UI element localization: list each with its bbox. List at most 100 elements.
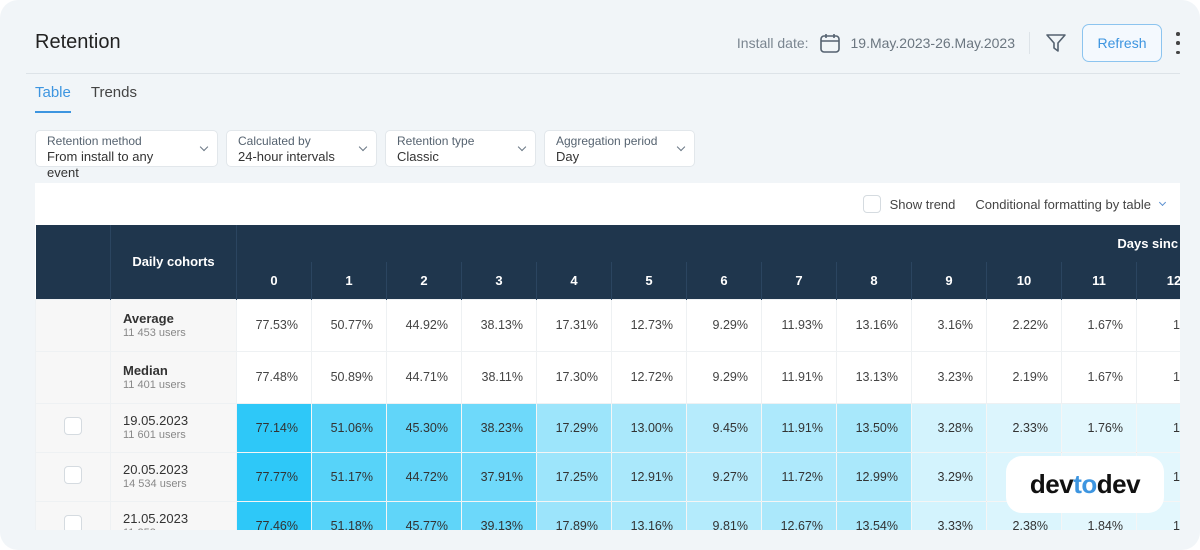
- retention-value-cell: 9.29%: [686, 350, 762, 404]
- retention-value-cell: 37.91%: [461, 451, 537, 502]
- retention-value-cell: 11.93%: [761, 298, 837, 352]
- day-column-header[interactable]: 11: [1061, 262, 1137, 299]
- retention-value-cell: 12.72%: [611, 350, 687, 404]
- row-checkbox[interactable]: [64, 515, 82, 530]
- cohort-name: Median: [123, 362, 168, 378]
- retention-value-cell: 3.29%: [911, 451, 987, 502]
- cohort-users: 11 253 users: [123, 526, 223, 530]
- date-range-picker[interactable]: 19.May.2023-26.May.2023: [850, 35, 1015, 51]
- day-column-header[interactable]: 8: [836, 262, 912, 299]
- retention-value-cell: 13.13%: [836, 350, 912, 404]
- retention-value-cell: 38.11%: [461, 350, 537, 404]
- more-options-icon[interactable]: [1176, 32, 1180, 54]
- chevron-down-icon: [517, 142, 527, 152]
- page-title: Retention: [35, 31, 121, 53]
- select-label: Calculated by: [238, 134, 311, 148]
- retention-value-cell: 3.28%: [911, 402, 987, 453]
- select-value: From install to any event: [47, 149, 154, 180]
- retention-value-cell: 39.13%: [461, 500, 537, 530]
- retention-value-cell: 9.45%: [686, 402, 762, 453]
- cohort-column-header[interactable]: Daily cohorts: [110, 225, 237, 299]
- days-since-header: Days sinc: [236, 225, 1180, 262]
- retention-value-cell: 17.31%: [536, 298, 612, 352]
- retention-value-cell: 13.54%: [836, 500, 912, 530]
- row-select-cell: [35, 451, 111, 502]
- retention-method-select[interactable]: Retention method From install to any eve…: [35, 130, 218, 180]
- tab-trends[interactable]: Trends: [90, 84, 137, 101]
- day-column-header[interactable]: 10: [986, 262, 1062, 299]
- retention-value-cell: 77.77%: [236, 451, 312, 502]
- retention-value-cell: 1.2: [1135, 350, 1180, 404]
- retention-value-cell: 13.16%: [836, 298, 912, 352]
- cohort-name: 21.05.2023: [123, 511, 189, 526]
- cohort-users: 14 534 users: [123, 478, 187, 490]
- cohort-row: 20.05.2023 14 534 users 77.77% 51.17% 44.72%…: [35, 451, 1180, 502]
- retention-value-cell: 1.67%: [1061, 350, 1137, 404]
- retention-value-cell: 77.14%: [236, 402, 312, 453]
- aggregation-period-select[interactable]: Aggregation period Day: [544, 130, 695, 167]
- summary-row: Average 11 453 users 77.53% 50.77% 44.92% 38.…: [35, 298, 1180, 352]
- retention-value-cell: 17.89%: [536, 500, 612, 530]
- retention-value-cell: 44.92%: [386, 298, 462, 352]
- day-column-header[interactable]: 2: [386, 262, 462, 299]
- cohort-users: 11 453 users: [123, 326, 186, 339]
- day-column-header[interactable]: 4: [536, 262, 612, 299]
- select-value: Classic: [397, 149, 439, 164]
- header-divider: [26, 73, 1180, 74]
- show-trend-checkbox[interactable]: [862, 195, 881, 213]
- cohort-name: Average: [123, 310, 174, 326]
- retention-type-select[interactable]: Retention type Classic: [385, 130, 536, 167]
- day-column-header[interactable]: 3: [461, 262, 537, 299]
- retention-value-cell: 9.81%: [686, 500, 762, 530]
- retention-value-cell: 2.19%: [986, 350, 1062, 404]
- devtodev-logo: dev to dev: [1006, 456, 1164, 513]
- day-column-header[interactable]: 9: [911, 262, 987, 299]
- day-column-header[interactable]: 1: [311, 262, 387, 299]
- retention-value-cell: 2.33%: [986, 402, 1062, 453]
- retention-value-cell: 45.30%: [386, 402, 462, 453]
- conditional-formatting-dropdown[interactable]: Conditional formatting by table: [975, 196, 1167, 212]
- select-value: 24-hour intervals: [238, 149, 335, 164]
- retention-value-cell: 1.76%: [1061, 402, 1137, 453]
- conditional-formatting-label: Conditional formatting by table: [975, 196, 1151, 212]
- retention-value-cell: 77.53%: [236, 298, 312, 352]
- select-label: Retention type: [397, 134, 475, 148]
- retention-value-cell: 38.13%: [461, 298, 537, 352]
- retention-value-cell: 3.33%: [911, 500, 987, 530]
- row-checkbox[interactable]: [64, 417, 82, 435]
- row-select-cell: [35, 402, 111, 453]
- retention-value-cell: 12.91%: [611, 451, 687, 502]
- select-label: Aggregation period: [556, 134, 658, 148]
- retention-value-cell: 51.18%: [311, 500, 387, 530]
- tab-table[interactable]: Table: [35, 84, 71, 113]
- retention-value-cell: 50.89%: [311, 350, 387, 404]
- calendar-icon[interactable]: [819, 32, 841, 54]
- view-tabs: Table Trends: [35, 84, 137, 113]
- retention-value-cell: 13.50%: [836, 402, 912, 453]
- checkbox-column-header: [35, 225, 111, 299]
- row-select-cell: [35, 500, 111, 530]
- cohort-cell: Average 11 453 users: [110, 298, 237, 352]
- retention-value-cell: 17.30%: [536, 350, 612, 404]
- day-column-header[interactable]: 7: [761, 262, 837, 299]
- row-checkbox[interactable]: [64, 466, 82, 484]
- retention-value-cell: 9.29%: [686, 298, 762, 352]
- divider: [1029, 32, 1030, 54]
- day-column-header[interactable]: 6: [686, 262, 762, 299]
- day-column-header[interactable]: 0: [236, 262, 312, 299]
- day-column-header[interactable]: 12: [1136, 262, 1180, 299]
- retention-value-cell: 13.16%: [611, 500, 687, 530]
- settings-selects: Retention method From install to any eve…: [35, 130, 695, 180]
- cohort-cell: 20.05.2023 14 534 users: [110, 451, 237, 502]
- refresh-button[interactable]: Refresh: [1082, 24, 1162, 62]
- day-column-header[interactable]: 5: [611, 262, 687, 299]
- cohort-name: 19.05.2023: [123, 413, 189, 428]
- retention-value-cell: 3.23%: [911, 350, 987, 404]
- calculated-by-select[interactable]: Calculated by 24-hour intervals: [226, 130, 377, 167]
- retention-value-cell: 17.25%: [536, 451, 612, 502]
- filter-icon[interactable]: [1044, 31, 1068, 55]
- retention-table: Daily cohorts Days sinc 0 1 2 3 4 5 6 7 8 9 10 11 12…: [35, 225, 1180, 530]
